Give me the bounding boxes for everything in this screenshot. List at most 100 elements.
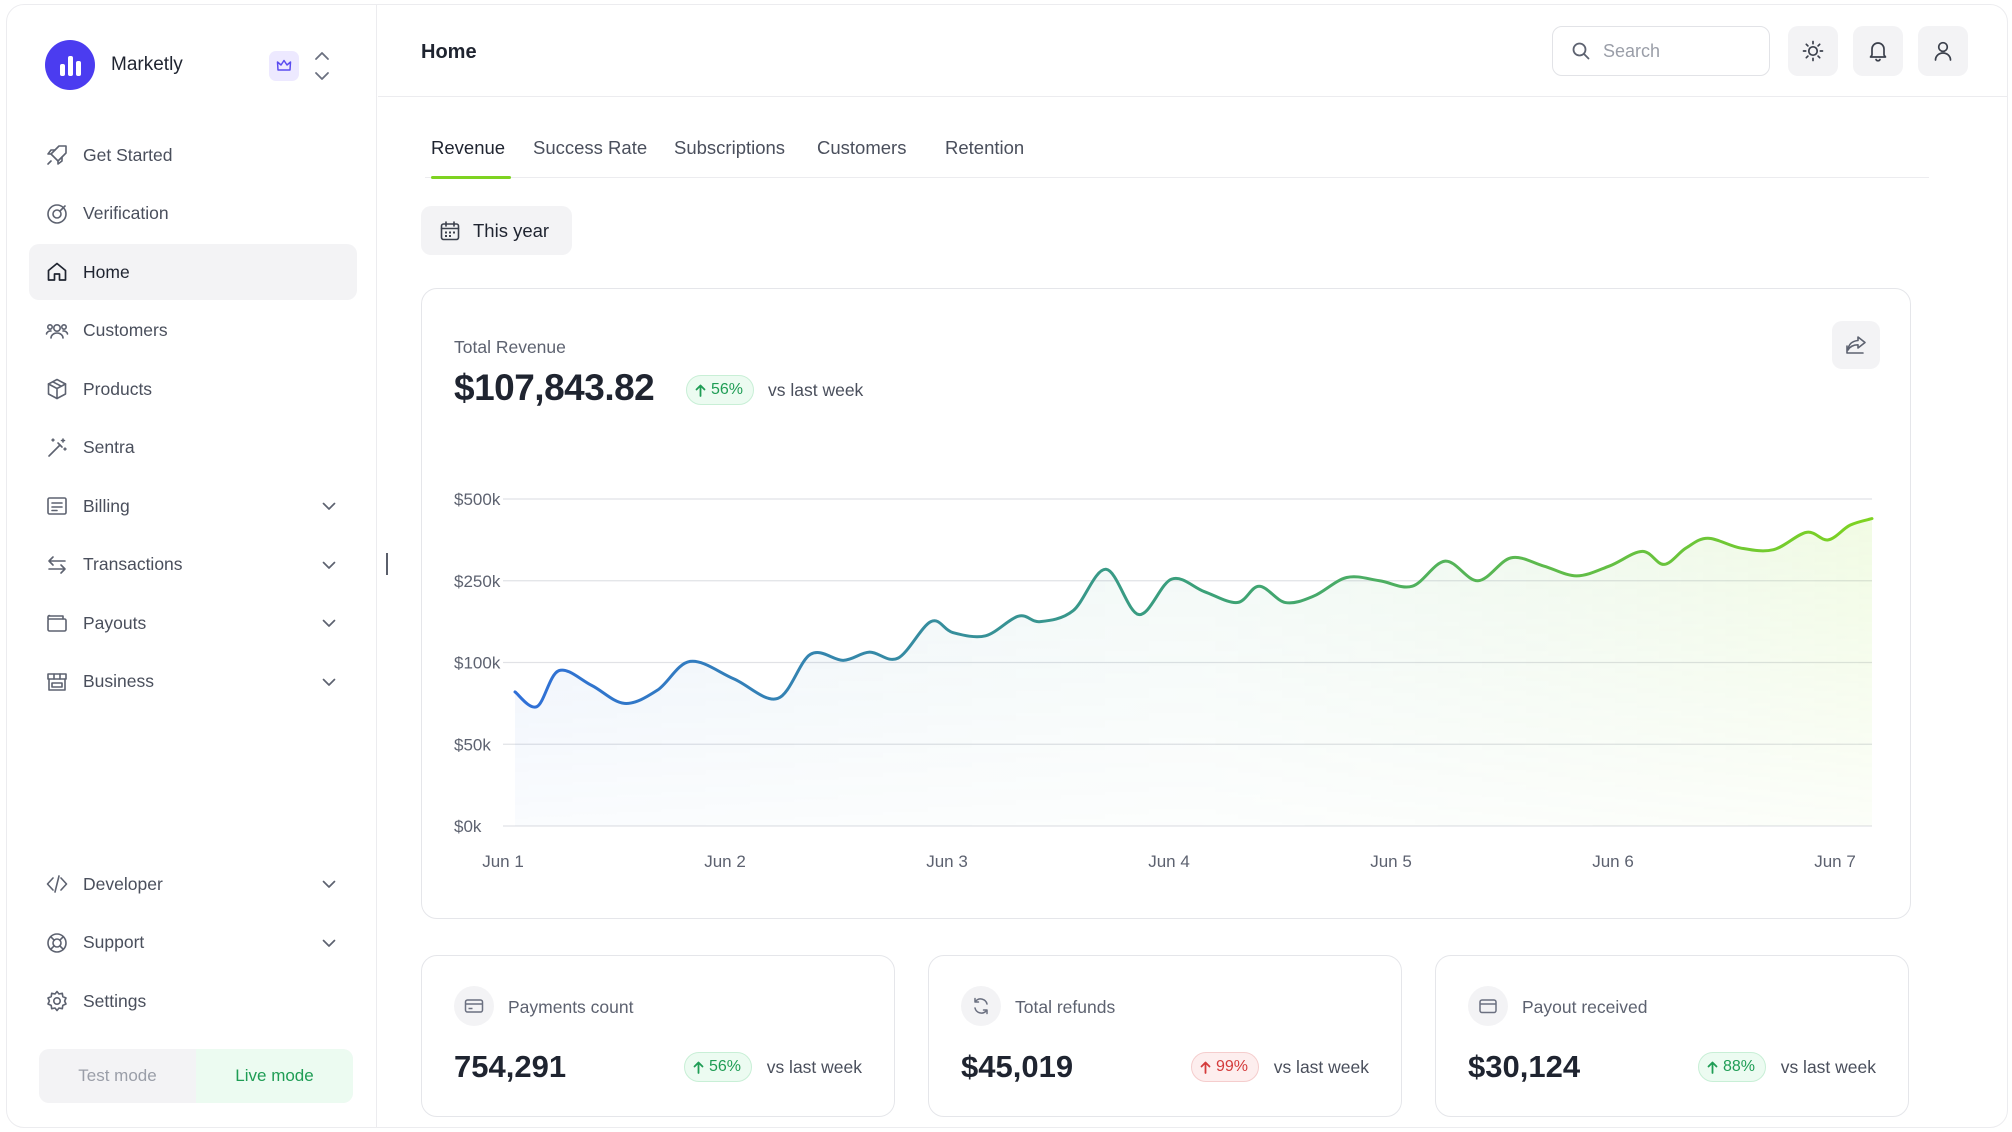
sidebar-item-label: Sentra: [83, 437, 135, 457]
stat-comparison: vs last week: [766, 1057, 862, 1077]
sidebar-item-label: Verification: [83, 203, 169, 223]
theme-toggle-button[interactable]: [1788, 26, 1838, 76]
revenue-value: $107,843.82: [454, 367, 655, 408]
test-mode-button[interactable]: Test mode: [78, 1066, 157, 1085]
chevron-down-icon[interactable]: [321, 615, 337, 631]
sidebar: Marketly Get Started Verification Home Cust…: [7, 5, 377, 1127]
sidebar-item-customers[interactable]: Customers: [29, 303, 357, 359]
rocket-icon: [45, 143, 69, 167]
refresh-icon: [961, 986, 1001, 1026]
calendar-icon: [440, 220, 460, 240]
stat-comparison: vs last week: [1780, 1057, 1876, 1077]
search-icon: [1572, 42, 1590, 60]
active-tab-indicator: [431, 176, 511, 179]
magic-wand-icon: [45, 436, 69, 460]
home-icon: [45, 260, 69, 284]
mode-toggle[interactable]: Test mode Live mode: [39, 1049, 353, 1103]
receipt-icon: [45, 494, 69, 518]
lifebuoy-icon: [45, 931, 69, 955]
tab-customers[interactable]: Customers: [817, 137, 907, 158]
top-bar: Home Search: [378, 5, 2007, 97]
chevron-up-down-icon[interactable]: [313, 49, 331, 83]
date-range-button[interactable]: This year: [421, 206, 572, 255]
live-mode-button[interactable]: Live mode: [196, 1049, 353, 1103]
code-icon: [45, 872, 69, 896]
date-range-label: This year: [473, 219, 550, 241]
sidebar-item-verification[interactable]: Verification: [29, 186, 357, 242]
user-icon: [1934, 41, 1952, 61]
sidebar-item-get-started[interactable]: Get Started: [29, 127, 357, 183]
stat-value: $45,019: [961, 1049, 1074, 1084]
wallet-icon: [45, 611, 69, 635]
sidebar-item-label: Billing: [83, 495, 130, 516]
x-tick-label: Jun 2: [704, 852, 746, 871]
chevron-down-icon[interactable]: [321, 935, 337, 951]
sidebar-item-business[interactable]: Business: [29, 654, 357, 710]
verification-icon: [45, 202, 69, 226]
sidebar-item-label: Settings: [83, 990, 147, 1011]
chevron-down-icon[interactable]: [321, 498, 337, 514]
revenue-comparison: vs last week: [768, 380, 864, 400]
sidebar-item-label: Business: [83, 671, 155, 691]
stat-change-badge: 56%: [684, 1052, 753, 1082]
sidebar-item-label: Products: [83, 378, 153, 399]
bell-icon: [1869, 42, 1887, 62]
stat-label: Payout received: [1522, 997, 1648, 1017]
sidebar-item-products[interactable]: Products: [29, 361, 357, 417]
notifications-button[interactable]: [1853, 26, 1903, 76]
chevron-down-icon[interactable]: [321, 876, 337, 892]
x-tick-label: Jun 3: [926, 852, 968, 871]
sidebar-item-payouts[interactable]: Payouts: [29, 595, 357, 651]
share-button[interactable]: [1832, 321, 1880, 369]
profile-button[interactable]: [1918, 26, 1968, 76]
revenue-change-value: 56%: [711, 381, 744, 398]
stat-change-badge: 88%: [1698, 1052, 1767, 1082]
x-tick-label: Jun 5: [1370, 852, 1412, 871]
revenue-card: Total Revenue $107,843.82 56% vs last we…: [421, 288, 1911, 919]
sidebar-item-label: Customers: [83, 320, 168, 340]
sidebar-item-sentra[interactable]: Sentra: [29, 420, 357, 476]
tab-revenue[interactable]: Revenue: [431, 137, 506, 158]
sidebar-item-home[interactable]: Home: [29, 244, 357, 300]
y-tick-label: $50k: [454, 735, 491, 754]
x-tick-label: Jun 7: [1814, 852, 1856, 871]
y-tick-label: $100k: [454, 654, 501, 673]
sidebar-resize-handle[interactable]: [386, 553, 388, 575]
chevron-down-icon[interactable]: [321, 674, 337, 690]
sidebar-nav: Get Started Verification Home Customers Prod…: [29, 127, 357, 712]
share-icon: [1846, 336, 1866, 354]
arrow-up-icon: [693, 1061, 704, 1074]
sidebar-item-developer[interactable]: Developer: [29, 856, 357, 912]
sidebar-item-transactions[interactable]: Transactions: [29, 537, 357, 593]
card-icon: [454, 986, 494, 1026]
y-tick-label: $0k: [454, 817, 482, 836]
crown-icon: [269, 51, 299, 81]
sidebar-item-label: Developer: [83, 873, 163, 894]
sun-icon: [1802, 40, 1824, 62]
sidebar-item-billing[interactable]: Billing: [29, 478, 357, 534]
chevron-down-icon[interactable]: [321, 557, 337, 573]
tab-retention[interactable]: Retention: [945, 137, 1025, 158]
tab-subscriptions[interactable]: Subscriptions: [674, 137, 786, 158]
stat-label: Total refunds: [1015, 997, 1116, 1017]
tab-success-rate[interactable]: Success Rate: [533, 137, 648, 158]
x-tick-label: Jun 6: [1592, 852, 1634, 871]
y-tick-label: $500k: [454, 490, 501, 509]
revenue-label: Total Revenue: [454, 337, 566, 357]
app-window: Marketly Get Started Verification Home Cust…: [6, 4, 2008, 1128]
stat-change-badge: 99%: [1191, 1052, 1260, 1082]
arrow-up-icon: [1707, 1061, 1718, 1074]
store-icon: [45, 670, 69, 694]
revenue-change-badge: 56%: [686, 375, 755, 405]
revenue-area: [515, 518, 1872, 826]
sidebar-item-label: Home: [83, 261, 130, 282]
stat-label: Payments count: [508, 997, 634, 1017]
sidebar-item-label: Payouts: [83, 612, 147, 633]
sidebar-item-settings[interactable]: Settings: [29, 973, 357, 1029]
revenue-line: [513, 517, 1874, 709]
sidebar-item-support[interactable]: Support: [29, 915, 357, 971]
search-input[interactable]: Search: [1552, 26, 1770, 76]
workspace-switcher[interactable]: Marketly: [45, 39, 345, 91]
arrows-swap-icon: [45, 553, 69, 577]
stat-change-value: 56%: [709, 1058, 742, 1075]
